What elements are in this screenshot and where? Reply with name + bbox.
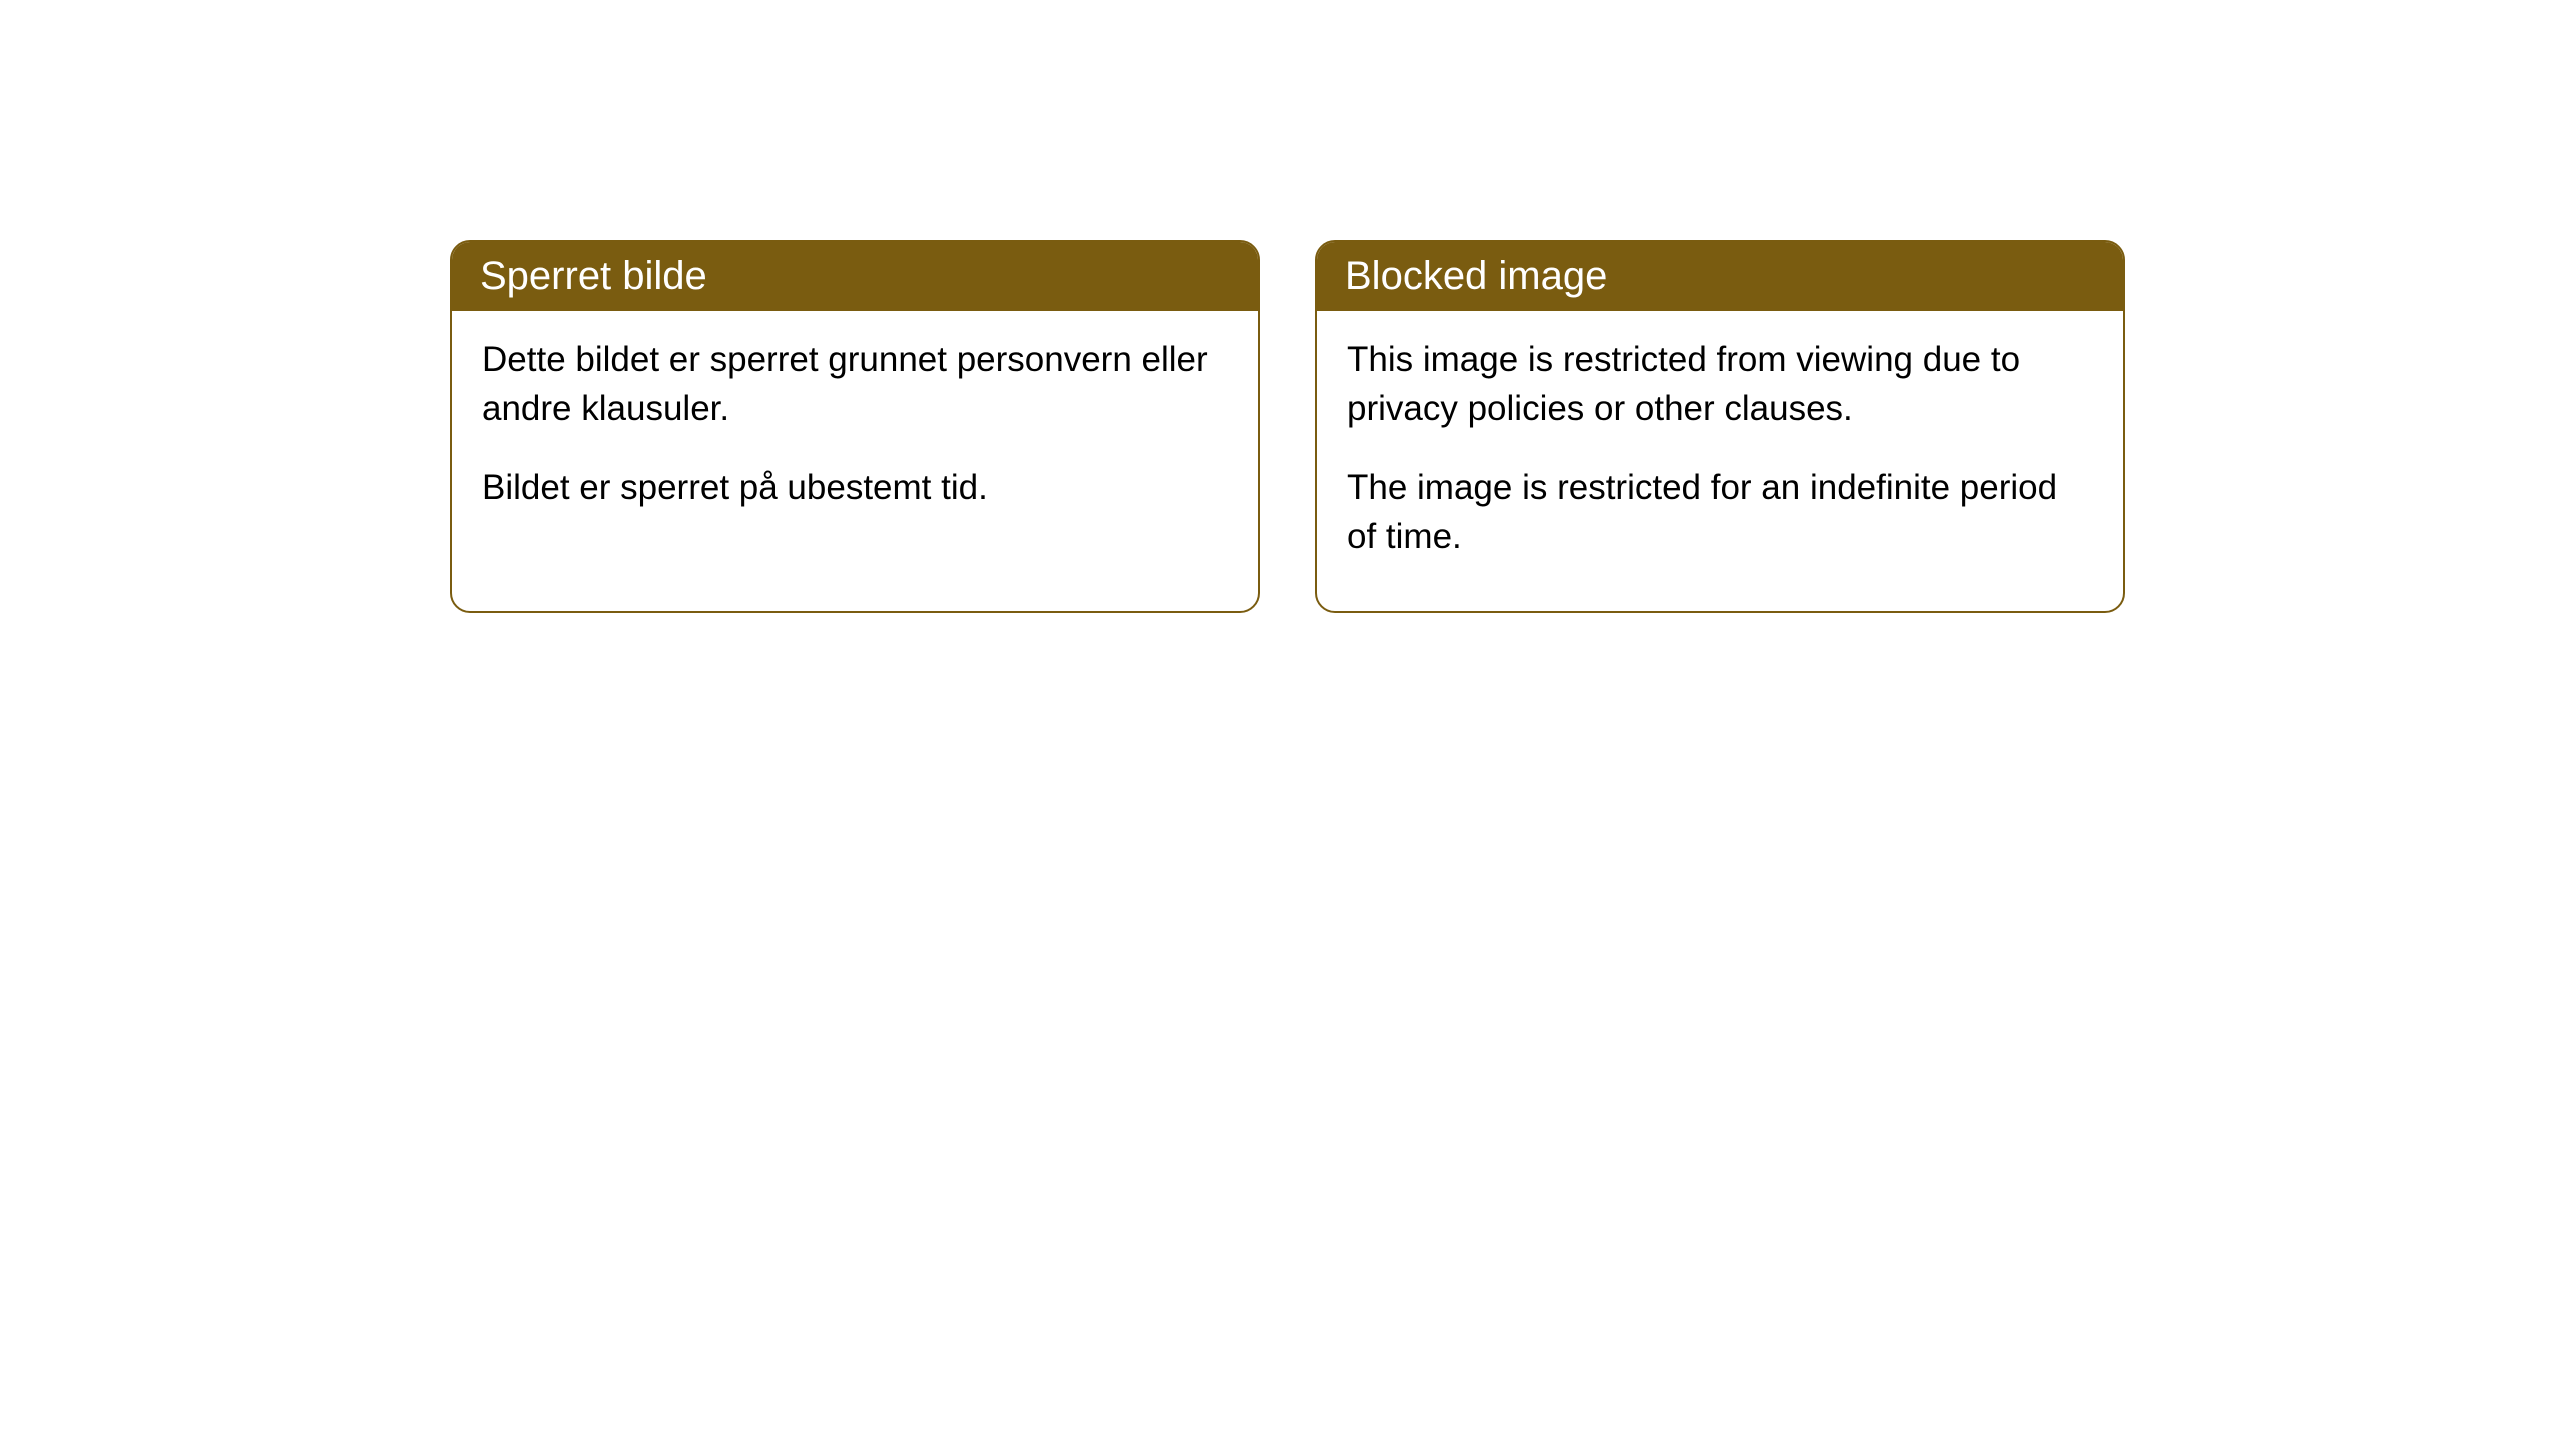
card-paragraph: Bildet er sperret på ubestemt tid.	[482, 463, 1228, 512]
card-norwegian: Sperret bilde Dette bildet er sperret gr…	[450, 240, 1260, 613]
card-paragraph: Dette bildet er sperret grunnet personve…	[482, 335, 1228, 433]
card-english: Blocked image This image is restricted f…	[1315, 240, 2125, 613]
card-header-norwegian: Sperret bilde	[452, 242, 1258, 311]
card-header-english: Blocked image	[1317, 242, 2123, 311]
cards-container: Sperret bilde Dette bildet er sperret gr…	[450, 240, 2560, 613]
card-paragraph: The image is restricted for an indefinit…	[1347, 463, 2093, 561]
card-paragraph: This image is restricted from viewing du…	[1347, 335, 2093, 433]
card-body-norwegian: Dette bildet er sperret grunnet personve…	[452, 311, 1258, 562]
card-body-english: This image is restricted from viewing du…	[1317, 311, 2123, 611]
